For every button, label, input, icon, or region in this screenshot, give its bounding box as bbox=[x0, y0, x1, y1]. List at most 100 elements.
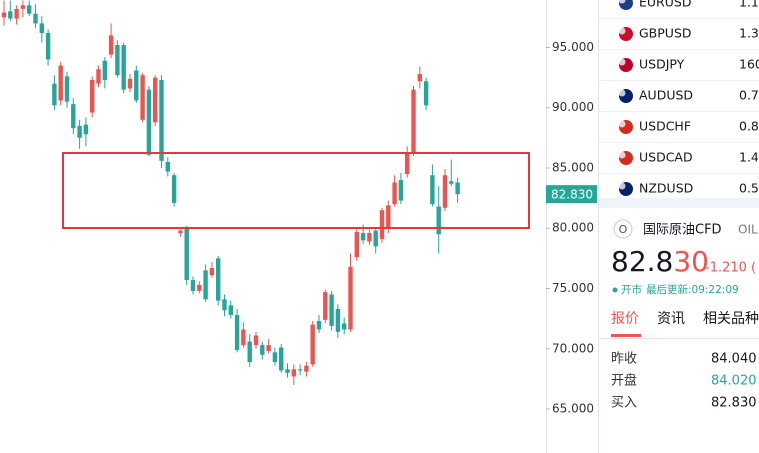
y-tick-label: 75.000 bbox=[552, 281, 594, 295]
candle-body bbox=[241, 329, 246, 346]
watchlist-symbol: EURUSD bbox=[639, 0, 691, 10]
candle-body bbox=[279, 347, 284, 371]
candle-body bbox=[153, 77, 158, 123]
flag-icon-inner bbox=[618, 27, 626, 35]
candle-body bbox=[272, 352, 278, 363]
candles bbox=[1, 0, 460, 385]
section-gap bbox=[599, 198, 759, 208]
quote-value: 84.040 bbox=[711, 352, 757, 367]
symbol-icon-text: O bbox=[619, 223, 628, 236]
watchlist-row[interactable]: NZDUSD 0.5 bbox=[599, 181, 759, 205]
detail-panel: O 国际原油CFD OIL 82.830 -1.210 ( 开市 最后更新:09… bbox=[599, 219, 759, 411]
candle-body bbox=[1, 12, 7, 18]
candle-body bbox=[52, 83, 57, 106]
watchlist-symbol: GBPUSD bbox=[639, 26, 692, 41]
candle-body bbox=[115, 45, 120, 76]
candle-body bbox=[127, 78, 133, 89]
candle-body bbox=[348, 266, 353, 330]
candle-body bbox=[285, 369, 290, 373]
candle-body bbox=[108, 35, 114, 55]
watchlist-row[interactable]: EURUSD 1.1 bbox=[599, 0, 759, 19]
quote-value: 84.020 bbox=[711, 374, 757, 389]
candle-body bbox=[146, 89, 152, 155]
candle-body bbox=[323, 292, 328, 320]
watchlist-symbol: AUDUSD bbox=[639, 88, 693, 103]
watchlist-price: 1.1 bbox=[739, 0, 759, 10]
candle-body bbox=[8, 11, 13, 19]
tab-underline bbox=[611, 334, 641, 337]
candle-body bbox=[291, 369, 296, 377]
candle-body bbox=[96, 69, 101, 84]
candle-body bbox=[310, 324, 315, 365]
candle-body bbox=[398, 180, 404, 201]
candle-body bbox=[449, 181, 454, 184]
candle-body bbox=[455, 182, 460, 195]
candle-body bbox=[423, 81, 429, 106]
flag-icon-inner bbox=[618, 182, 626, 190]
last-price-label: 82.830 bbox=[551, 188, 593, 202]
candle-body bbox=[234, 315, 240, 350]
candle-body bbox=[83, 124, 89, 135]
candle-body bbox=[90, 80, 95, 113]
candle-body bbox=[342, 323, 347, 330]
candle-body bbox=[222, 299, 227, 311]
candle-body bbox=[140, 75, 145, 120]
candle-body bbox=[247, 341, 252, 363]
candle-body bbox=[27, 5, 32, 14]
y-tick-label: 80.000 bbox=[552, 221, 594, 235]
watchlist-price: 0.7 bbox=[739, 88, 759, 103]
candle-body bbox=[45, 33, 51, 60]
candle-body bbox=[405, 152, 410, 175]
candle-body bbox=[436, 206, 441, 235]
update-time: 最后更新:09:22:09 bbox=[646, 283, 739, 296]
candle-body bbox=[39, 23, 44, 34]
watchlist-row[interactable]: USDJPY 160 bbox=[599, 57, 759, 81]
flag-icon-inner bbox=[618, 0, 626, 4]
quote-value: 82.830 bbox=[711, 396, 757, 411]
symbol-code: OIL bbox=[738, 223, 758, 237]
watchlist-row[interactable]: USDCHF 0.8 bbox=[599, 119, 759, 143]
quote-label: 昨收 bbox=[611, 352, 637, 367]
flag-icon-inner bbox=[618, 120, 626, 128]
candle-body bbox=[304, 365, 309, 372]
candle-body bbox=[165, 161, 170, 172]
candle-body bbox=[178, 230, 183, 234]
watchlist-symbol: USDJPY bbox=[639, 57, 685, 72]
candle-body bbox=[159, 80, 164, 161]
candle-body bbox=[58, 65, 63, 101]
watchlist-row[interactable]: AUDUSD 0.7 bbox=[599, 88, 759, 112]
flag-icon-inner bbox=[618, 89, 626, 97]
candle-body bbox=[360, 233, 366, 241]
tab[interactable]: 资讯 bbox=[657, 311, 685, 327]
candle-body bbox=[64, 76, 70, 102]
price-head: 82.8 bbox=[611, 245, 673, 278]
market-status: 开市 bbox=[621, 283, 642, 296]
candle-body bbox=[316, 321, 322, 330]
quote-label: 开盘 bbox=[611, 373, 637, 389]
watchlist-price: 160 bbox=[739, 57, 759, 72]
symbol-icon bbox=[613, 219, 633, 239]
tab[interactable]: 报价 bbox=[611, 311, 639, 327]
y-tick-label: 95.000 bbox=[552, 40, 594, 54]
watchlist-price: 0.5 bbox=[739, 181, 759, 196]
candle-body bbox=[121, 45, 126, 90]
candle-body bbox=[197, 284, 202, 291]
candle-body bbox=[102, 60, 107, 81]
candle-body bbox=[134, 70, 139, 101]
tab[interactable]: 相关品种 bbox=[703, 311, 759, 327]
y-tick-label: 90.000 bbox=[552, 100, 594, 114]
y-tick-label: 70.000 bbox=[552, 341, 594, 355]
watchlist-price: 1.3 bbox=[739, 26, 759, 41]
last-price-tag bbox=[546, 185, 597, 204]
price-change: -1.210 ( bbox=[705, 261, 756, 276]
candle-body bbox=[430, 175, 435, 205]
watchlist-row[interactable]: USDCAD 1.4 bbox=[599, 150, 759, 174]
candle-body bbox=[417, 73, 422, 82]
candle-body bbox=[14, 8, 19, 19]
candle-body bbox=[329, 294, 334, 326]
watchlist-row[interactable]: GBPUSD 1.3 bbox=[599, 26, 759, 50]
candle-body bbox=[354, 231, 359, 258]
